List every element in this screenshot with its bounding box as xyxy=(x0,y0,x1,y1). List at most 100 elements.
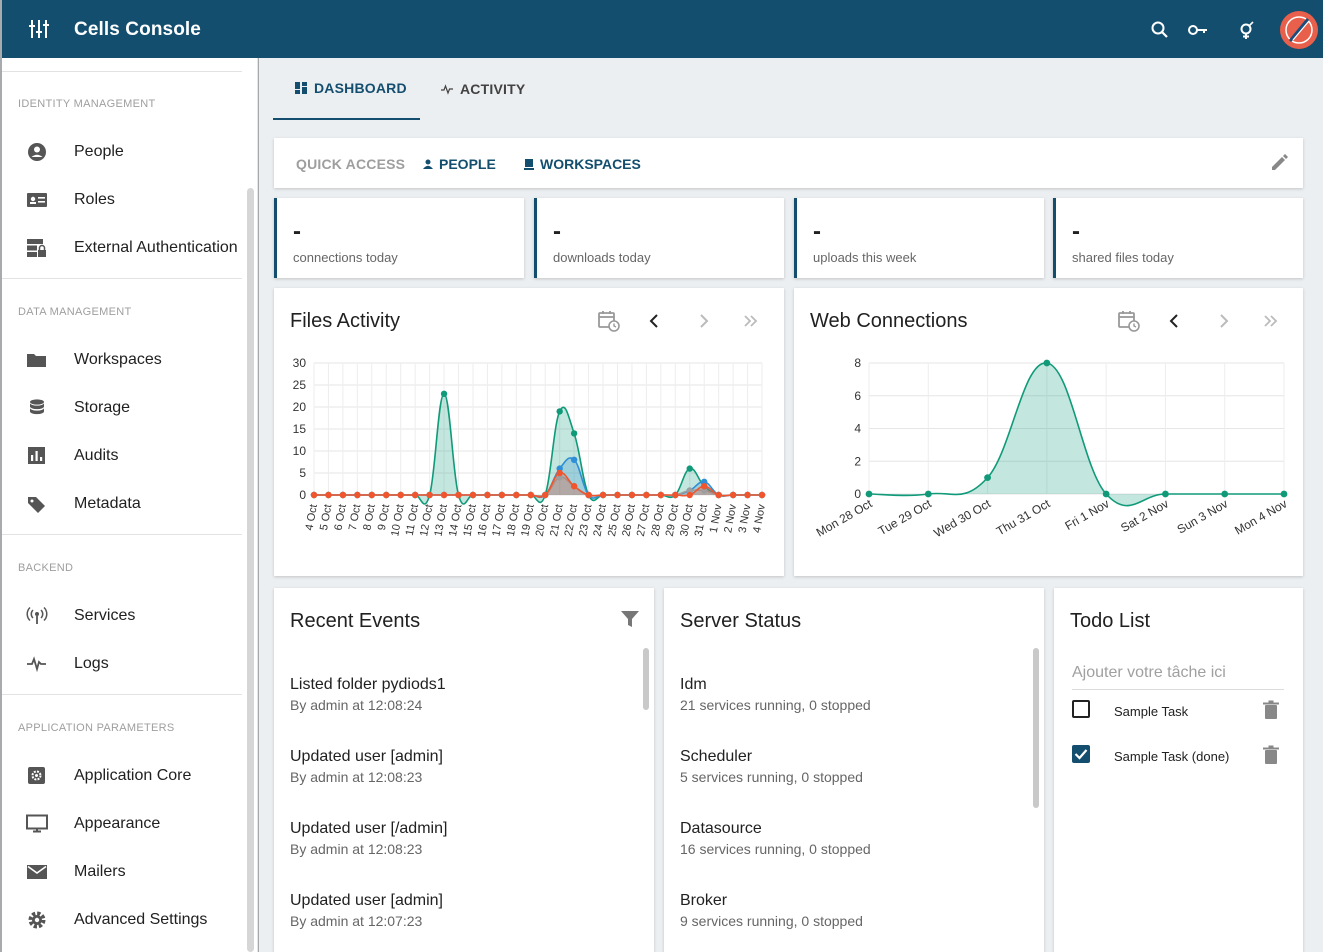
data-point xyxy=(1043,359,1051,367)
recent-events-card: Recent Events Listed folder pydiods1 By … xyxy=(274,588,654,952)
service-name: Datasource xyxy=(680,820,762,837)
sidebar-item-advanced-settings[interactable]: Advanced Settings xyxy=(2,898,242,942)
x-tick-label: 6 Oct xyxy=(332,503,348,531)
double-chevron-right-icon[interactable] xyxy=(738,308,764,334)
x-tick-label: 23 Oct xyxy=(577,503,594,537)
double-chevron-right-icon[interactable] xyxy=(1258,308,1284,334)
data-point xyxy=(865,490,873,498)
stat-shared-files-today: - shared files today xyxy=(1053,198,1303,278)
workspace-icon xyxy=(524,158,534,170)
trash-icon[interactable] xyxy=(1262,745,1280,765)
sidebar-item-external-authentication[interactable]: External Authentication xyxy=(2,226,242,270)
tab-activity[interactable]: ACTIVITY xyxy=(441,58,551,120)
sidebar-item-storage[interactable]: Storage xyxy=(2,386,242,430)
service-item[interactable]: Scheduler 5 services running, 0 stopped xyxy=(680,748,1030,785)
chevron-left-icon[interactable] xyxy=(642,308,668,334)
data-point xyxy=(556,408,563,415)
tab-label: ACTIVITY xyxy=(460,81,526,97)
event-item[interactable]: Updated user [admin] By admin at 12:08:2… xyxy=(290,748,640,785)
stat-label: downloads today xyxy=(553,250,651,265)
event-title: Listed folder pydiods1 xyxy=(290,676,446,693)
trash-icon[interactable] xyxy=(1262,700,1280,720)
key-icon[interactable] xyxy=(1187,19,1209,41)
y-tick-label: 4 xyxy=(854,422,861,436)
calendar-clock-icon[interactable] xyxy=(596,308,622,334)
event-item[interactable]: Updated user [/admin] By admin at 12:08:… xyxy=(290,820,640,857)
sidebar-item-metadata[interactable]: Metadata xyxy=(2,482,242,526)
x-tick-label: 3 Nov xyxy=(737,503,754,534)
x-tick-label: 15 Oct xyxy=(461,503,478,537)
x-tick-label: Wed 30 Oct xyxy=(931,496,993,540)
sidebar-item-label: Storage xyxy=(74,399,131,416)
y-tick-label: 0 xyxy=(299,488,306,502)
event-meta: By admin at 12:08:23 xyxy=(290,841,423,857)
sidebar-scrollbar[interactable] xyxy=(247,188,254,952)
sidebar-item-logs[interactable]: Logs xyxy=(2,642,242,686)
recent-events-title: Recent Events xyxy=(290,610,421,632)
chevron-right-icon[interactable] xyxy=(1210,308,1236,334)
chevron-left-icon[interactable] xyxy=(1162,308,1188,334)
service-status: 5 services running, 0 stopped xyxy=(680,769,863,785)
checkbox-checked[interactable] xyxy=(1072,745,1090,763)
sidebar-item-label: External Authentication xyxy=(74,239,238,256)
edit-icon[interactable] xyxy=(1268,152,1290,174)
section-backend: BACKEND xyxy=(18,562,74,574)
event-item[interactable]: Updated user [admin] By admin at 12:07:2… xyxy=(290,892,640,929)
sidebar-item-audits[interactable]: Audits xyxy=(2,434,242,478)
x-tick-label: 27 Oct xyxy=(635,503,652,537)
todo-list-title: Todo List xyxy=(1070,610,1151,632)
avatar[interactable] xyxy=(1280,11,1318,49)
quick-access-bar: QUICK ACCESS PEOPLE WORKSPACES xyxy=(274,138,1303,188)
stat-label: uploads this week xyxy=(813,250,917,265)
sidebar-divider xyxy=(2,694,242,695)
series-area xyxy=(869,362,1284,506)
x-tick-label: 22 Oct xyxy=(563,503,580,537)
x-tick-label: 4 Oct xyxy=(304,503,320,531)
filter-icon[interactable] xyxy=(619,608,641,630)
todo-item: Sample Task xyxy=(1072,700,1284,724)
search-icon[interactable] xyxy=(1149,19,1171,41)
data-point xyxy=(368,491,376,499)
quick-link-workspaces[interactable]: WORKSPACES xyxy=(524,156,641,172)
sidebar-item-application-core[interactable]: Application Core xyxy=(2,754,242,798)
service-item[interactable]: Idm 21 services running, 0 stopped xyxy=(680,676,1030,713)
sidebar-item-people[interactable]: People xyxy=(2,130,242,174)
x-tick-label: 7 Oct xyxy=(347,503,363,531)
sidebar-item-mailers[interactable]: Mailers xyxy=(2,850,242,894)
sidebar-item-label: People xyxy=(74,143,124,160)
x-tick-label: 10 Oct xyxy=(389,503,406,537)
quick-link-people[interactable]: PEOPLE xyxy=(423,156,496,172)
sidebar-item-appearance[interactable]: Appearance xyxy=(2,802,242,846)
status-scrollbar[interactable] xyxy=(1033,648,1039,808)
service-item[interactable]: Datasource 16 services running, 0 stoppe… xyxy=(680,820,1030,857)
sidebar-item-workspaces[interactable]: Workspaces xyxy=(2,338,242,382)
service-item[interactable]: Broker 9 services running, 0 stopped xyxy=(680,892,1030,929)
events-scrollbar[interactable] xyxy=(643,648,649,710)
event-item[interactable]: Listed folder pydiods1 By admin at 12:08… xyxy=(290,676,640,713)
sidebar-item-label: Roles xyxy=(74,191,115,208)
data-point xyxy=(513,491,520,499)
y-tick-label: 2 xyxy=(854,454,861,468)
service-name: Idm xyxy=(680,676,707,693)
tab-dashboard[interactable]: DASHBOARD xyxy=(273,58,420,120)
sidebar-item-roles[interactable]: Roles xyxy=(2,178,242,222)
person-icon xyxy=(28,143,46,161)
data-point xyxy=(527,491,534,499)
checkbox-unchecked[interactable] xyxy=(1072,700,1090,718)
dashboard-icon xyxy=(295,82,307,94)
antenna-icon xyxy=(26,606,48,624)
gender-icon[interactable] xyxy=(1235,19,1257,41)
sidebar-item-services[interactable]: Services xyxy=(2,594,242,638)
person-icon xyxy=(423,159,433,169)
menu-icon[interactable] xyxy=(28,18,50,40)
todo-input[interactable]: Ajouter votre tâche ici xyxy=(1072,660,1284,690)
chevron-right-icon[interactable] xyxy=(690,308,716,334)
sidebar-item-label: Audits xyxy=(74,447,119,464)
chart-icon xyxy=(28,447,45,464)
x-tick-label: 30 Oct xyxy=(678,503,695,537)
calendar-clock-icon[interactable] xyxy=(1116,308,1142,334)
todo-list-card: Todo List Ajouter votre tâche ici Sample… xyxy=(1054,588,1303,952)
quick-access-label: QUICK ACCESS xyxy=(296,156,406,172)
web-connections-title: Web Connections xyxy=(810,310,968,332)
